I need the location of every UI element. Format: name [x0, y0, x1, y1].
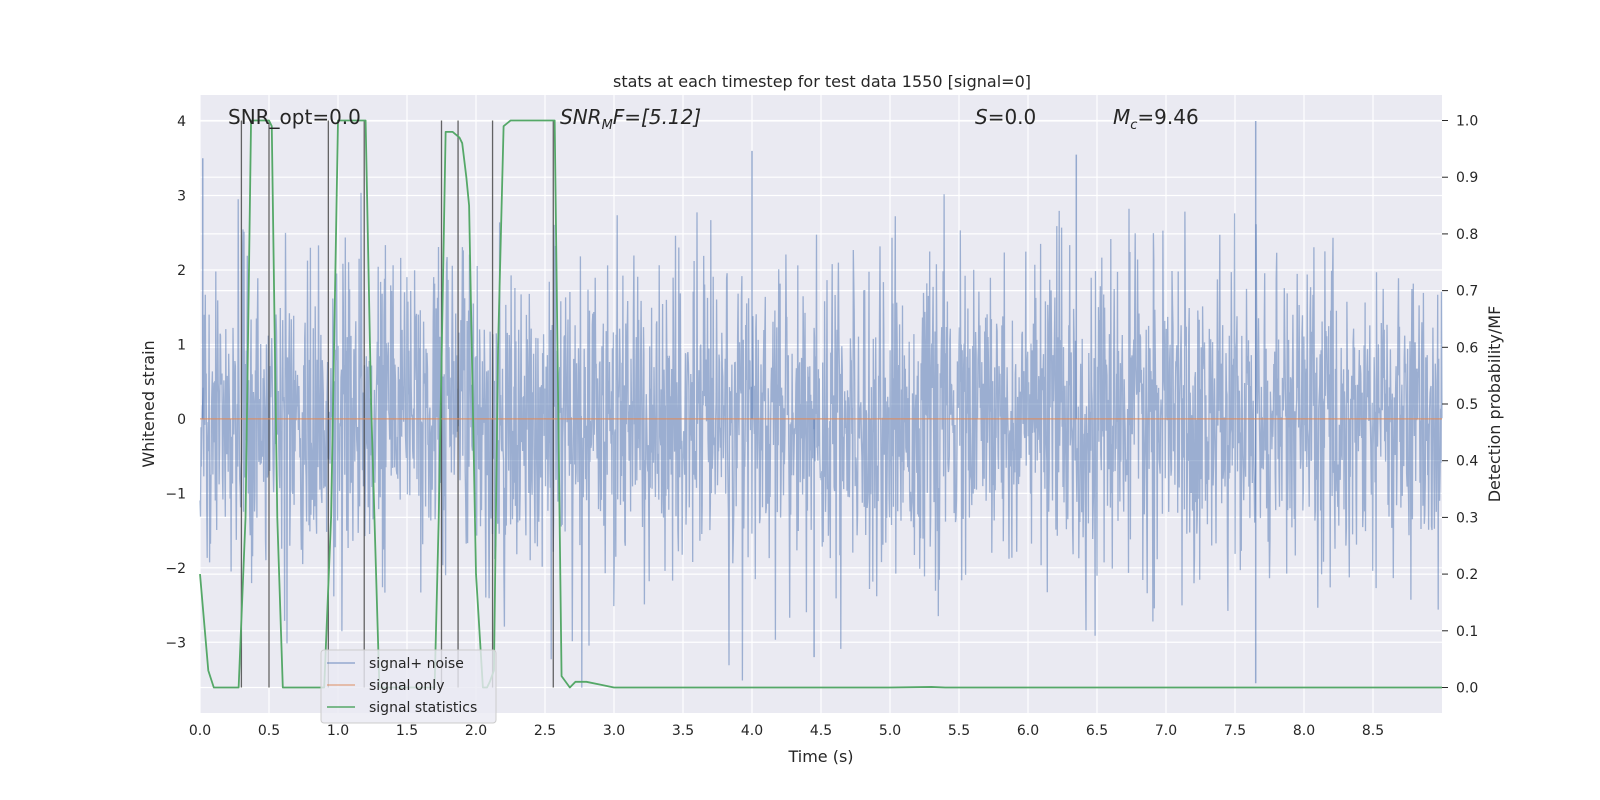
signal-statistics-series: [199, 119, 1442, 689]
left-y-tick-labels: 4 3 2 1 0 −1 −2 −3: [165, 114, 186, 651]
noise-line: [199, 192, 1443, 688]
signal-statistics-line: [199, 119, 1442, 689]
mc-subscript: c: [1130, 118, 1137, 133]
x-tick-label: 2.0: [465, 723, 487, 739]
legend: signal+ noise signal only signal statist…: [320, 649, 497, 724]
snr-mf-main: SNR: [560, 105, 602, 129]
x-tick-label: 1.5: [396, 723, 418, 739]
left-y-axis-label: Whitened strain: [139, 340, 158, 467]
mc-rest: =9.46: [1137, 105, 1198, 129]
x-tick-label: 6.5: [1086, 723, 1108, 739]
x-tick-label: 0.0: [189, 723, 211, 739]
x-axis-label: Time (s): [787, 747, 853, 766]
x-tick-label: 8.0: [1293, 723, 1315, 739]
y-right-tick-label: 0.2: [1456, 567, 1478, 583]
x-tick-label: 6.0: [1017, 723, 1039, 739]
y-left-tick-label: −2: [165, 561, 186, 577]
y-left-tick-label: 3: [177, 189, 186, 205]
y-right-tick-label: 0.6: [1456, 340, 1478, 356]
y-left-tick-label: −1: [165, 486, 186, 502]
x-tick-label: 3.0: [603, 723, 625, 739]
legend-box: [320, 649, 497, 724]
x-tick-label: 5.0: [879, 723, 901, 739]
x-tick-label: 1.0: [327, 723, 349, 739]
x-tick-label: 2.5: [534, 723, 556, 739]
right-y-axis-label: Detection probability/MF: [1485, 306, 1504, 503]
y-left-tick-label: −3: [165, 635, 186, 651]
right-y-tick-labels: 1.0 0.9 0.8 0.7 0.6 0.5 0.4 0.3 0.2 0.1 0.0: [1442, 114, 1478, 696]
chart-title: stats at each timestep for test data 155…: [613, 72, 1031, 91]
legend-label-noise: signal+ noise: [369, 656, 464, 672]
s-rest: =0.0: [988, 105, 1037, 129]
y-right-tick-label: 0.9: [1456, 170, 1478, 186]
x-tick-label: 4.0: [741, 723, 763, 739]
vertical-markers: [240, 120, 554, 688]
y-left-tick-label: 4: [177, 114, 186, 130]
s-annotation: S=0.0: [975, 105, 1036, 129]
y-right-tick-label: 0.7: [1456, 284, 1478, 300]
x-tick-label: 8.5: [1362, 723, 1384, 739]
snr-mf-annotation: SNRMF=[5.12]: [560, 105, 701, 133]
s-main: S: [975, 105, 988, 129]
y-right-tick-label: 0.5: [1456, 397, 1478, 413]
mc-annotation: Mc=9.46: [1113, 105, 1199, 133]
y-right-tick-label: 0.3: [1456, 510, 1478, 526]
snr-mf-subscript: M: [602, 118, 613, 133]
snr-mf-rest: F=[5.12]: [613, 105, 701, 129]
mc-main: M: [1113, 105, 1130, 129]
x-tick-labels: 0.0 0.5 1.0 1.5 2.0 2.5 3.0 3.5 4.0 4.5 5.0 5.5 6.0 6…: [189, 723, 1384, 739]
x-tick-label: 7.5: [1224, 723, 1246, 739]
x-tick-label: 5.5: [948, 723, 970, 739]
snr-opt-annotation: SNR_opt=0.0: [228, 105, 361, 129]
x-tick-label: 4.5: [810, 723, 832, 739]
signal-noise-series: [199, 121, 1443, 688]
y-left-tick-label: 0: [177, 412, 186, 428]
y-right-tick-label: 0.0: [1456, 680, 1478, 696]
y-right-tick-label: 0.1: [1456, 624, 1478, 640]
x-tick-label: 0.5: [258, 723, 280, 739]
y-right-tick-label: 0.4: [1456, 454, 1478, 470]
legend-label-stats: signal statistics: [369, 700, 477, 716]
y-right-tick-label: 0.8: [1456, 227, 1478, 243]
y-right-tick-label: 1.0: [1456, 114, 1478, 130]
y-left-tick-label: 2: [177, 263, 186, 279]
x-tick-label: 7.0: [1155, 723, 1177, 739]
x-tick-label: 3.5: [672, 723, 694, 739]
y-left-tick-label: 1: [177, 337, 186, 353]
legend-label-signal: signal only: [369, 678, 444, 694]
